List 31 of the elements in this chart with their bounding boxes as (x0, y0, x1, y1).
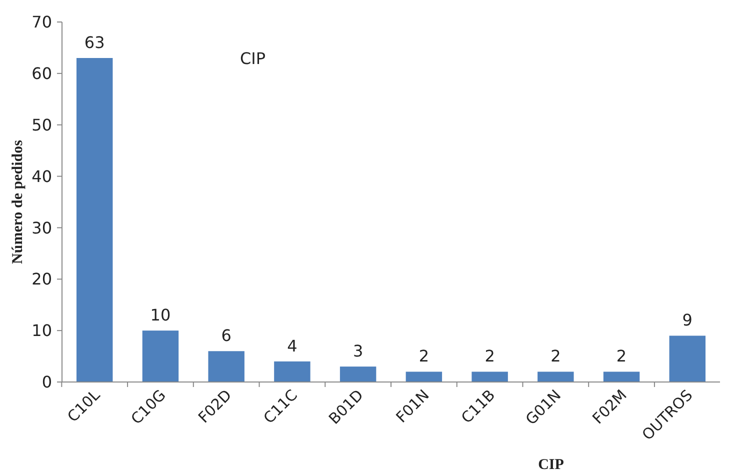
bar (538, 372, 574, 382)
bar (472, 372, 508, 382)
y-tick-label: 70 (32, 12, 52, 32)
bar (603, 372, 640, 382)
bar (76, 58, 113, 382)
y-tick-label: 50 (32, 115, 52, 134)
y-tick-label: 30 (32, 218, 52, 238)
bar (208, 351, 244, 382)
data-label: 2 (616, 346, 627, 366)
data-label: 63 (84, 33, 105, 52)
y-tick-label: 0 (42, 372, 52, 392)
y-tick-label: 40 (32, 166, 52, 186)
x-axis-title: CIP (538, 457, 564, 473)
y-tick-label: 20 (32, 270, 52, 289)
data-label: 3 (352, 342, 364, 361)
y-axis-title: Número de pedidos (10, 140, 26, 264)
data-label: 2 (418, 346, 430, 366)
bar (274, 361, 310, 382)
bar (340, 366, 376, 382)
data-label: 6 (221, 326, 232, 346)
bar (669, 336, 706, 382)
data-label: 4 (287, 336, 298, 356)
bar (142, 330, 179, 382)
data-label: 10 (150, 306, 171, 325)
data-label: 9 (682, 310, 692, 330)
data-label: 2 (550, 346, 561, 366)
y-tick-label: 10 (32, 321, 52, 340)
text: CIP (240, 49, 266, 68)
data-label: 2 (484, 346, 495, 366)
bar (406, 372, 442, 382)
y-tick-label: 60 (32, 64, 52, 84)
